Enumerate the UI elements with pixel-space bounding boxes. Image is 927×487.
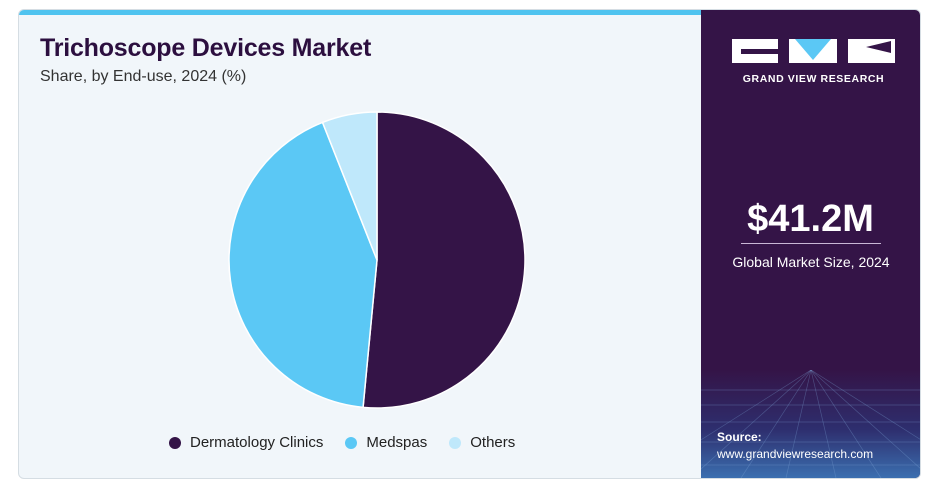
chart-legend: Dermatology Clinics Medspas Others [169, 434, 537, 451]
pie-slice-dermatology-clinics [362, 111, 526, 409]
source-label: Source: [717, 430, 762, 444]
pie-slice-medspas [228, 121, 378, 409]
brand-name: GRAND VIEW RESEARCH [742, 73, 885, 85]
legend-item-dermatology-clinics: Dermatology Clinics [169, 434, 323, 451]
legend-item-medspas: Medspas [345, 434, 427, 451]
legend-swatch [449, 436, 462, 449]
legend-swatch [345, 436, 358, 449]
legend-label: Others [470, 434, 516, 451]
source-url[interactable]: www.grandviewresearch.com [717, 447, 874, 461]
accent-bar [19, 10, 701, 15]
summary-panel: GRAND VIEW RESEARCH $41.2M Global Market… [701, 10, 920, 478]
chart-title: Trichoscope Devices Market [40, 34, 372, 62]
gvr-logo-icon: GRAND VIEW RESEARCH [731, 35, 896, 85]
chart-card: Trichoscope Devices Market Share, by End… [18, 9, 921, 479]
pie-slice-others [321, 111, 378, 261]
market-size-label: Global Market Size, 2024 [732, 254, 890, 270]
pie-chart [228, 111, 526, 409]
chart-subtitle: Share, by End-use, 2024 (%) [40, 68, 247, 85]
legend-item-others: Others [449, 434, 515, 451]
legend-swatch [169, 436, 181, 449]
decorative-grid [701, 370, 920, 478]
divider [741, 243, 881, 244]
market-size-value: $41.2M [747, 198, 874, 240]
legend-label: Dermatology Clinics [190, 434, 324, 451]
legend-label: Medspas [366, 434, 428, 451]
source-note: Source: www.grandviewresearch.com [717, 429, 873, 463]
